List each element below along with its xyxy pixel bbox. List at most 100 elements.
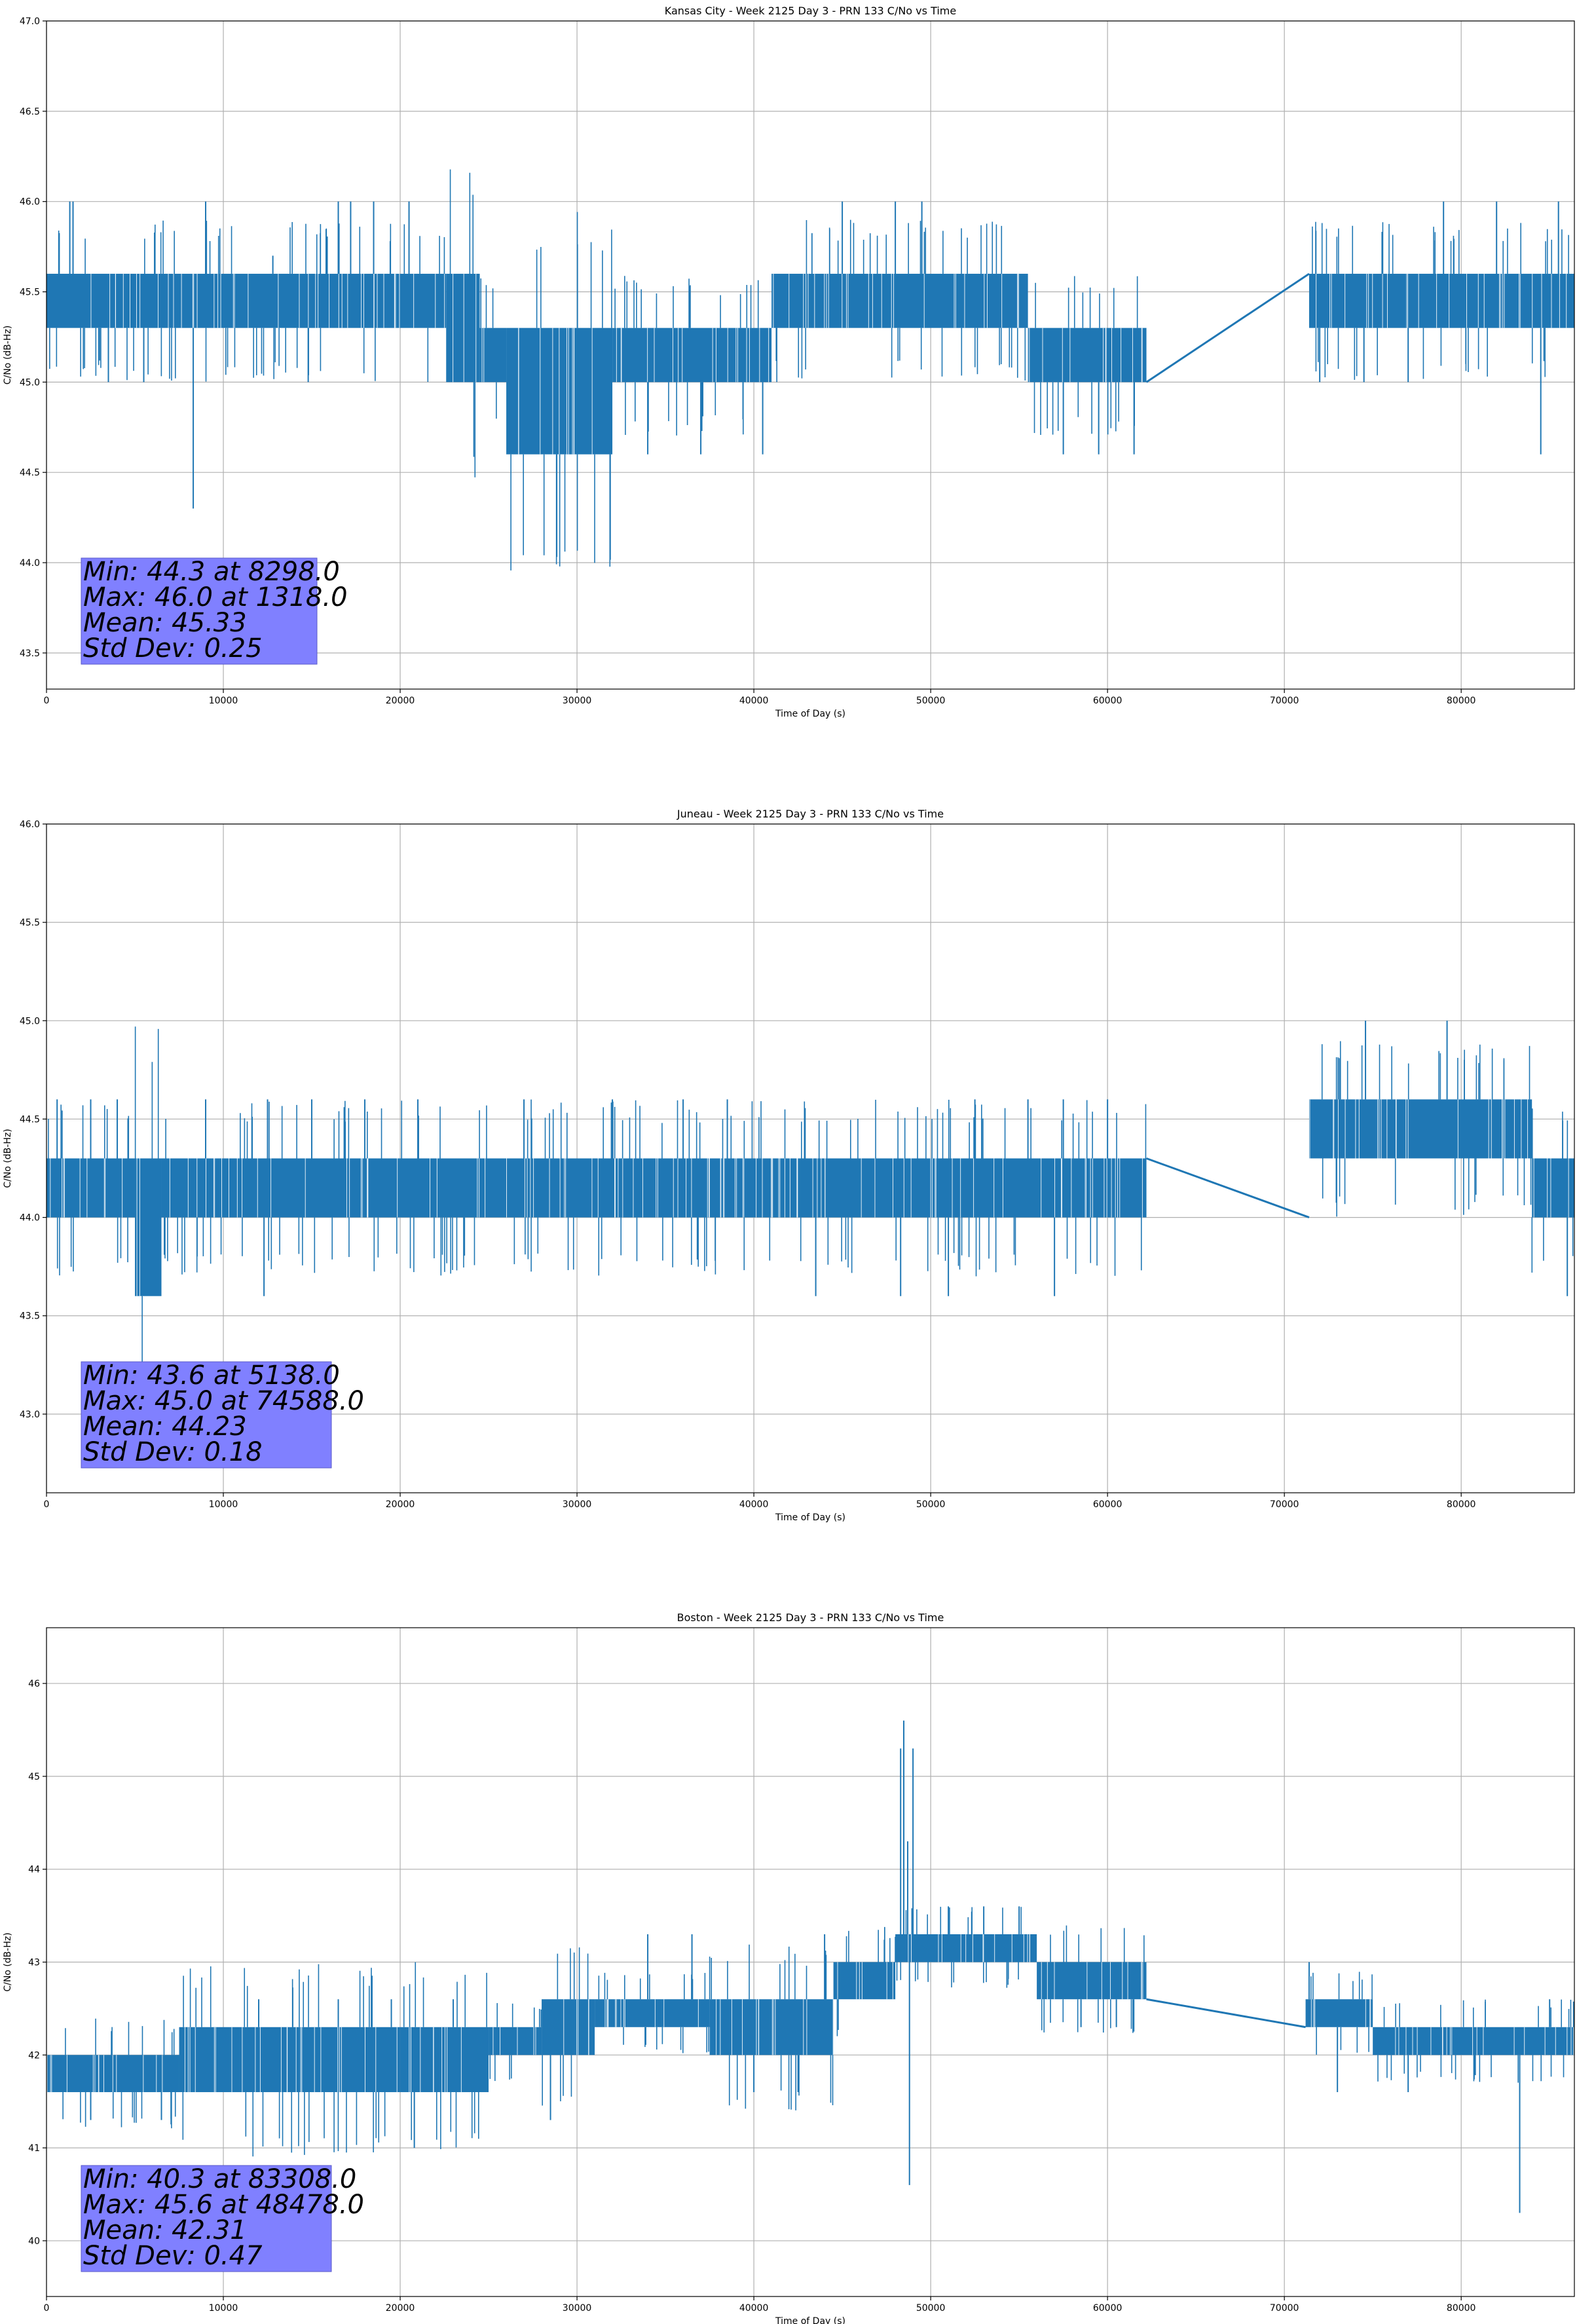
series-band (833, 1962, 896, 2000)
series-gap-line (1146, 1998, 1306, 2029)
x-tick-label: 40000 (739, 2303, 769, 2314)
x-tick-label: 80000 (1447, 696, 1476, 706)
chart-title: Juneau - Week 2125 Day 3 - PRN 133 C/No … (677, 808, 944, 820)
x-tick-label: 10000 (209, 2303, 238, 2314)
x-tick-label: 20000 (386, 696, 415, 706)
x-tick-label: 60000 (1093, 696, 1122, 706)
x-tick-label: 10000 (209, 1499, 238, 1510)
stats-box-background (81, 2165, 332, 2272)
axis-ticks: 0 10000 20000 30000 40000 50000 60000 70000 8000… (28, 1679, 1475, 2314)
x-tick-label: 60000 (1093, 1499, 1122, 1510)
series-band (1532, 1158, 1574, 1218)
x-tick-label: 80000 (1447, 1499, 1476, 1510)
y-tick-label: 45.0 (20, 377, 40, 388)
series-band (612, 328, 772, 383)
chart-panel-boston: Boston - Week 2125 Day 3 - PRN 133 C/No … (3, 1611, 1575, 2324)
stats-box: Min: 43.6 at 5138.0 Max: 45.0 at 74588.0… (81, 1360, 364, 1469)
x-tick-label: 50000 (916, 1499, 946, 1510)
y-tick-label: 43.0 (20, 1410, 40, 1420)
series-band (1373, 2027, 1574, 2055)
y-tick-label: 44.5 (20, 1114, 40, 1125)
stat-max: Max: 45.6 at 48478.0 (83, 2190, 364, 2220)
x-axis-label: Time of Day (s) (775, 709, 845, 719)
plot-frame (46, 823, 1575, 1493)
series-band (542, 1999, 595, 2055)
series-gap-line (1146, 1157, 1310, 1218)
series-band (135, 1158, 162, 1296)
axis-ticks: 0 10000 20000 30000 40000 50000 60000 70000 8000… (20, 16, 1476, 706)
x-tick-label: 50000 (916, 696, 946, 706)
x-tick-label: 70000 (1270, 696, 1299, 706)
x-tick-label: 70000 (1270, 2303, 1299, 2314)
series-band (479, 328, 507, 383)
stats-box-background (81, 557, 318, 665)
y-tick-label: 45.5 (20, 288, 40, 298)
series-band (771, 273, 1028, 328)
y-tick-label: 46.0 (20, 819, 40, 830)
x-tick-label: 30000 (563, 1499, 592, 1510)
series-band (1028, 328, 1147, 383)
x-tick-label: 30000 (563, 696, 592, 706)
series-band (595, 1999, 710, 2027)
y-tick-label: 43 (28, 1958, 40, 1968)
series-cno (46, 1021, 1574, 1383)
y-tick-label: 43.5 (20, 648, 40, 659)
y-tick-label: 45 (28, 1772, 40, 1782)
y-tick-label: 42 (28, 2050, 40, 2061)
y-axis-label: C/No (dB-Hz) (3, 1129, 13, 1188)
series-band (1305, 1999, 1373, 2027)
stat-max: Max: 45.0 at 74588.0 (83, 1386, 364, 1416)
y-tick-label: 43.5 (20, 1311, 40, 1322)
chart-panel-juneau: Juneau - Week 2125 Day 3 - PRN 133 C/No … (3, 808, 1575, 1523)
series-band (709, 1999, 834, 2055)
plot-frame (46, 20, 1575, 690)
x-tick-label: 40000 (739, 696, 769, 706)
x-tick-label: 0 (44, 2303, 50, 2314)
y-axis-label: C/No (dB-Hz) (3, 326, 13, 384)
series-band (46, 1158, 136, 1218)
stat-min: Min: 43.6 at 5138.0 (83, 1360, 340, 1391)
stat-mean: Mean: 42.31 (83, 2215, 247, 2245)
x-tick-label: 0 (44, 1499, 50, 1510)
x-tick-label: 10000 (209, 696, 238, 706)
series-band (161, 1158, 1147, 1218)
series-band (46, 273, 447, 328)
chart-title: Kansas City - Week 2125 Day 3 - PRN 133 … (665, 5, 956, 17)
x-tick-label: 30000 (563, 2303, 592, 2314)
axis-ticks: 0 10000 20000 30000 40000 50000 60000 70000 8000… (20, 819, 1476, 1510)
y-tick-label: 44.0 (20, 558, 40, 569)
x-axis-label: Time of Day (s) (775, 1512, 845, 1523)
y-tick-label: 46 (28, 1679, 40, 1689)
y-tick-label: 45.0 (20, 1016, 40, 1026)
x-tick-label: 50000 (916, 2303, 946, 2314)
x-tick-label: 70000 (1270, 1499, 1299, 1510)
stat-std-dev: Std Dev: 0.25 (83, 633, 263, 664)
series-cno (46, 169, 1574, 571)
stat-max: Max: 46.0 at 1318.0 (83, 582, 348, 612)
chart-title: Boston - Week 2125 Day 3 - PRN 133 C/No … (677, 1611, 944, 1624)
y-tick-label: 44.0 (20, 1213, 40, 1224)
y-tick-label: 47.0 (20, 16, 40, 27)
stats-box: Min: 40.3 at 83308.0 Max: 45.6 at 48478.… (81, 2164, 364, 2272)
series-band (1308, 1099, 1532, 1159)
series-band (446, 273, 480, 383)
y-tick-label: 40 (28, 2236, 40, 2247)
x-tick-label: 60000 (1093, 2303, 1122, 2314)
series-band (1308, 273, 1574, 328)
x-tick-label: 20000 (386, 2303, 415, 2314)
stat-min: Min: 44.3 at 8298.0 (83, 557, 340, 587)
y-tick-label: 44.5 (20, 468, 40, 478)
stat-std-dev: Std Dev: 0.18 (83, 1437, 263, 1467)
stat-mean: Mean: 45.33 (83, 608, 247, 638)
chart-panel-kansas-city: Kansas City - Week 2125 Day 3 - PRN 133 … (3, 5, 1575, 719)
stats-box-background (81, 1361, 332, 1469)
stat-min: Min: 40.3 at 83308.0 (83, 2164, 356, 2194)
series-band (1037, 1962, 1147, 2000)
x-tick-label: 80000 (1447, 2303, 1476, 2314)
stat-mean: Mean: 44.23 (83, 1412, 247, 1442)
y-axis-label: C/No (dB-Hz) (3, 1932, 13, 1991)
series-cno (46, 1720, 1574, 2213)
series-band (400, 2027, 489, 2093)
x-tick-label: 20000 (386, 1499, 415, 1510)
